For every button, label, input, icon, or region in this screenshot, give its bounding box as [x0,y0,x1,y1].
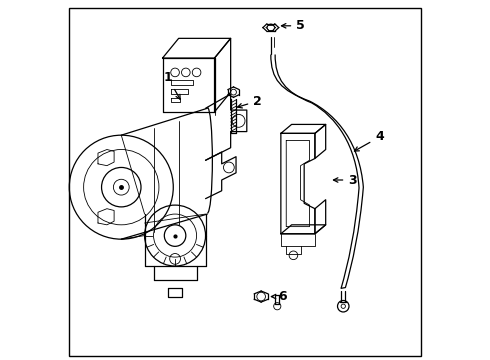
Text: 4: 4 [354,130,384,151]
Text: 2: 2 [238,95,262,108]
Text: 5: 5 [281,19,305,32]
Text: 1: 1 [164,71,180,99]
FancyBboxPatch shape [69,8,421,356]
Text: 6: 6 [271,290,287,303]
Text: 3: 3 [334,174,357,186]
